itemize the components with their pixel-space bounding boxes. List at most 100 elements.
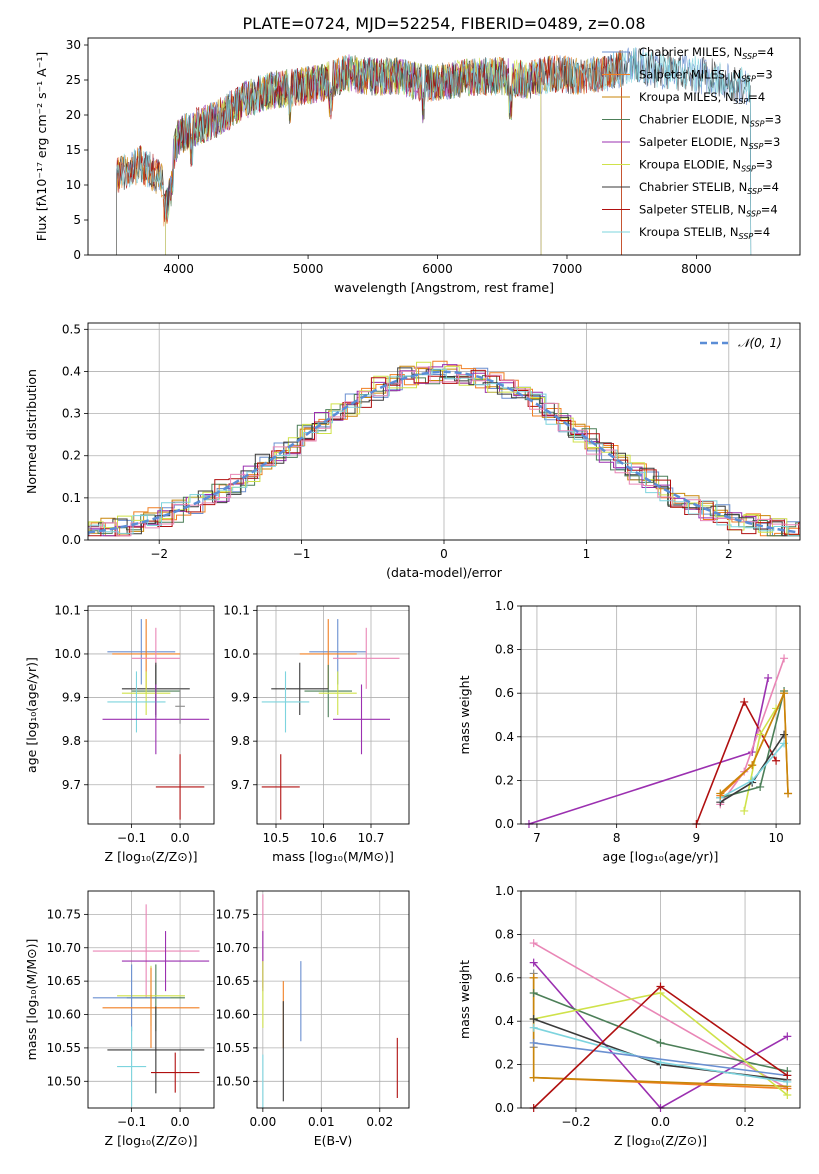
legend-entry: Kroupa STELIB, NSSP=4: [639, 225, 770, 241]
weight-lines: [529, 939, 792, 1112]
errorbar-point: [261, 754, 300, 820]
weight-marker: [780, 730, 789, 739]
x-tick-label: 10.6: [310, 831, 337, 845]
weight-marker: [529, 1015, 538, 1024]
weight-marker: [772, 756, 781, 765]
errorbar-points: [92, 904, 210, 1107]
errorbar-point: [121, 931, 210, 992]
y-tick-label: 10.50: [216, 1074, 250, 1088]
errorbar-point: [107, 1006, 205, 1094]
y-tick-label: 9.9: [231, 691, 250, 705]
axes-weight-vs-z: −0.2 0.0 0.2 0.0 0.2 0.4 0.6 0.8 1.0 Z [log₁₀(Z/Z…: [457, 884, 801, 1148]
weight-marker: [748, 761, 757, 770]
errorbar-point: [121, 671, 171, 715]
weight-marker: [783, 1071, 792, 1080]
x-tick-label: 8000: [681, 262, 712, 276]
y-axis-label: mass weight: [457, 960, 472, 1039]
y-tick-label: 0.2: [495, 1058, 514, 1072]
y-tick-label: 10.75: [47, 907, 81, 921]
y-axis-label: age [log₁₀(age/yr)]: [24, 657, 39, 773]
histogram-series: [88, 361, 800, 537]
gaussian-curve: [87, 370, 798, 534]
weight-marker: [529, 988, 538, 997]
y-tick-label: 0.0: [495, 817, 514, 831]
weight-marker: [756, 730, 765, 739]
errorbar-point: [107, 619, 176, 685]
y-tick-label: 0.2: [495, 773, 514, 787]
axes-frame: [87, 37, 801, 256]
weight-marker: [656, 1038, 665, 1047]
legend-entry: 𝒩(0, 1): [738, 336, 782, 350]
axes-mass-vs-ebv: 0.00 0.01 0.02 10.50 10.55 10.60 10.65 10.70 10.…: [216, 890, 410, 1148]
y-tick-label: 10.1: [54, 603, 81, 617]
legend-entry: Chabrier STELIB, NSSP=4: [639, 180, 779, 196]
errorbar-points: [102, 619, 210, 820]
y-tick-label: 0.0: [495, 1101, 514, 1115]
legend-entry: Salpeter ELODIE, NSSP=3: [639, 135, 780, 151]
y-tick-label: 9.9: [62, 691, 81, 705]
x-tick-label: 1: [583, 547, 591, 561]
errorbar-point: [271, 662, 329, 715]
axes-spectrum: 4000 5000 6000 7000 8000 0 5 10 15 20 25 30 waveleng…: [34, 37, 801, 295]
x-tick-label: 0.0: [651, 1115, 670, 1129]
y-tick-label: 10.65: [47, 974, 81, 988]
y-tick-label: 10.0: [223, 647, 250, 661]
x-axis-label: Z [log₁₀(Z/Z⊙)]: [614, 1133, 707, 1148]
y-tick-label: 10.60: [47, 1008, 81, 1022]
y-axis-label: mass weight: [457, 675, 472, 754]
spectrum-series: [116, 47, 752, 255]
errorbar-point: [333, 627, 400, 689]
axes-residuals: −2 −1 0 1 2 0.0 0.1 0.2 0.3 0.4 0.5 (data-model)/er…: [24, 322, 801, 580]
weight-series: [528, 677, 769, 825]
weight-marker: [529, 1038, 538, 1047]
weight-marker: [716, 789, 725, 798]
x-tick-label: 5000: [293, 262, 324, 276]
y-tick-label: 0.6: [495, 971, 514, 985]
x-tick-label: 6000: [422, 262, 453, 276]
x-axis-label: Z [log₁₀(Z/Z⊙)]: [105, 1133, 198, 1148]
x-tick-label: 4000: [163, 262, 194, 276]
x-axis-label: age [log₁₀(age/yr)]: [603, 849, 719, 864]
weight-series: [695, 700, 777, 825]
weight-marker: [529, 939, 538, 948]
y-tick-label: 10.75: [216, 907, 250, 921]
y-tick-label: 9.7: [231, 778, 250, 792]
errorbar-point: [175, 688, 185, 724]
y-tick-label: 0.0: [62, 533, 81, 547]
histogram-series: [88, 369, 800, 537]
x-tick-label: 0.2: [735, 1115, 754, 1129]
legend-entry: Salpeter MILES, NSSP=3: [639, 68, 773, 84]
y-tick-label: 1.0: [495, 599, 514, 613]
x-tick-label: 0.01: [308, 1115, 335, 1129]
weight-marker: [780, 654, 789, 663]
errorbar-point: [333, 684, 390, 755]
y-tick-label: 10.0: [54, 647, 81, 661]
weight-marker: [748, 776, 757, 785]
x-tick-label: 9: [693, 831, 701, 845]
y-tick-label: 25: [66, 73, 81, 87]
weight-marker: [656, 982, 665, 991]
weight-series: [533, 1042, 788, 1077]
x-tick-label: 10: [768, 831, 783, 845]
y-tick-label: 10.60: [216, 1008, 250, 1022]
errorbar-point: [155, 754, 205, 820]
x-axis-label: E(B-V): [314, 1133, 353, 1148]
weight-series: [533, 942, 788, 1090]
y-tick-label: 10.55: [216, 1041, 250, 1055]
y-tick-label: 10.1: [223, 603, 250, 617]
axes-age-vs-mass: 10.5 10.6 10.7 9.7 9.8 9.9 10.0 10.1 mass [log₁₀…: [223, 603, 410, 864]
y-tick-label: 10.65: [216, 974, 250, 988]
axes-frame: [87, 605, 215, 825]
axes-frame: [520, 890, 801, 1109]
x-tick-label: 2: [725, 547, 733, 561]
errorbar-point: [102, 684, 210, 755]
x-tick-label: 0.02: [366, 1115, 393, 1129]
y-axis-label: mass [log₁₀(M/M⊙)]: [24, 939, 39, 1061]
axes-frame: [256, 890, 410, 1109]
y-tick-label: 30: [66, 38, 81, 52]
y-tick-label: 10: [66, 178, 81, 192]
errorbar-point: [318, 671, 357, 715]
y-tick-label: 10.70: [47, 941, 81, 955]
x-tick-label: −2: [150, 547, 168, 561]
